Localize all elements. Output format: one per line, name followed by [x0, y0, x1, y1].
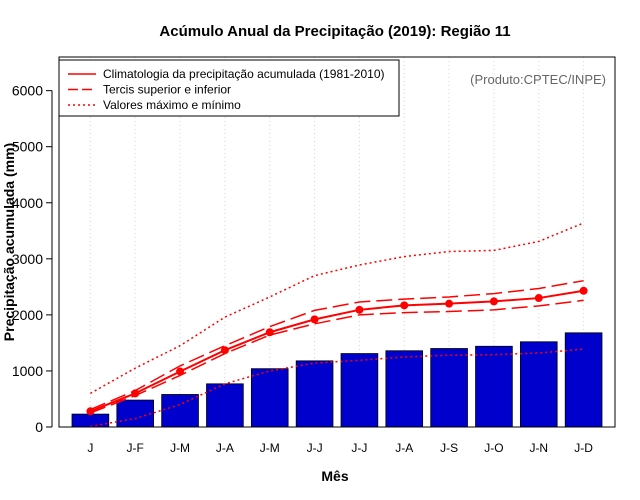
bar-12: [564, 332, 603, 428]
series-line-5: [90, 348, 584, 428]
bar-10: [475, 345, 513, 428]
bar-3: [161, 394, 199, 428]
series-line-4: [90, 222, 584, 395]
series-line-2: [90, 279, 584, 411]
bar-1: [71, 413, 110, 428]
legend-label-2: Tercis superior e inferior: [103, 83, 231, 97]
x-axis: J J-F J-M J-A J-M J-J J-J J-A J-S J-O J-N J-D: [87, 441, 593, 455]
y-axis-label: Precipitação acumulada (mm): [1, 143, 17, 341]
y-tick-label: 6000: [12, 83, 43, 99]
bar-5: [250, 368, 289, 428]
plot-frame: [58, 56, 616, 428]
x-tick-label-12: J-D: [574, 441, 593, 455]
x-tick-label-4: J-A: [216, 441, 234, 455]
climatology-point-11: [534, 294, 543, 303]
legend-label-1: Climatologia da precipitação acumulada (…: [103, 67, 385, 81]
x-tick-label-6: J-J: [307, 441, 323, 455]
x-tick-label-5: J-M: [260, 441, 280, 455]
climatology-point-9: [445, 299, 454, 308]
x-tick-label-7: J-J: [351, 441, 367, 455]
bar-7: [340, 353, 379, 428]
y-axis: 0 1000 2000 3000 4000 5000 6000: [12, 83, 53, 435]
y-tick-label: 1000: [12, 363, 43, 379]
lines-layer: [86, 222, 588, 428]
x-tick-label-9: J-S: [440, 441, 458, 455]
bar-6: [295, 360, 334, 428]
x-tick-label-11: J-N: [529, 441, 548, 455]
legend-label-3: Valores máximo e mínimo: [103, 98, 241, 112]
bar-9: [430, 348, 468, 428]
climatology-point-4: [220, 346, 229, 355]
climatology-point-10: [489, 297, 498, 306]
x-tick-label-2: J-F: [127, 441, 144, 455]
y-tick-label: 5000: [12, 139, 43, 155]
bar-8: [385, 350, 424, 428]
climatology-point-7: [355, 305, 364, 314]
climatology-point-6: [310, 315, 319, 324]
y-tick-label: 4000: [12, 195, 43, 211]
climatology-point-8: [400, 301, 409, 310]
series-line-1: [90, 289, 584, 413]
y-tick-label: 0: [35, 419, 43, 435]
climatology-point-5: [265, 328, 274, 337]
x-tick-label-1: J: [87, 441, 93, 455]
series-line-3: [90, 299, 584, 414]
bar-4: [206, 383, 244, 428]
source-annotation: (Produto:CPTEC/INPE): [470, 72, 606, 87]
x-tick-label-10: J-O: [484, 441, 503, 455]
legend-box: [58, 59, 400, 117]
x-tick-label-8: J-A: [395, 441, 413, 455]
bar-2: [116, 399, 155, 428]
bars-layer: [71, 332, 603, 428]
y-tick-label: 2000: [12, 307, 43, 323]
x-tick-label-3: J-M: [170, 441, 190, 455]
x-axis-label: Mês: [321, 468, 348, 484]
climatology-point-3: [176, 367, 185, 376]
climatology-point-12: [579, 286, 588, 295]
y-tick-label: 3000: [12, 251, 43, 267]
chart-title: Acúmulo Anual da Precipitação (2019): Re…: [159, 23, 510, 40]
legend: Climatologia da precipitação acumulada (…: [58, 59, 400, 117]
bar-11: [519, 341, 558, 428]
